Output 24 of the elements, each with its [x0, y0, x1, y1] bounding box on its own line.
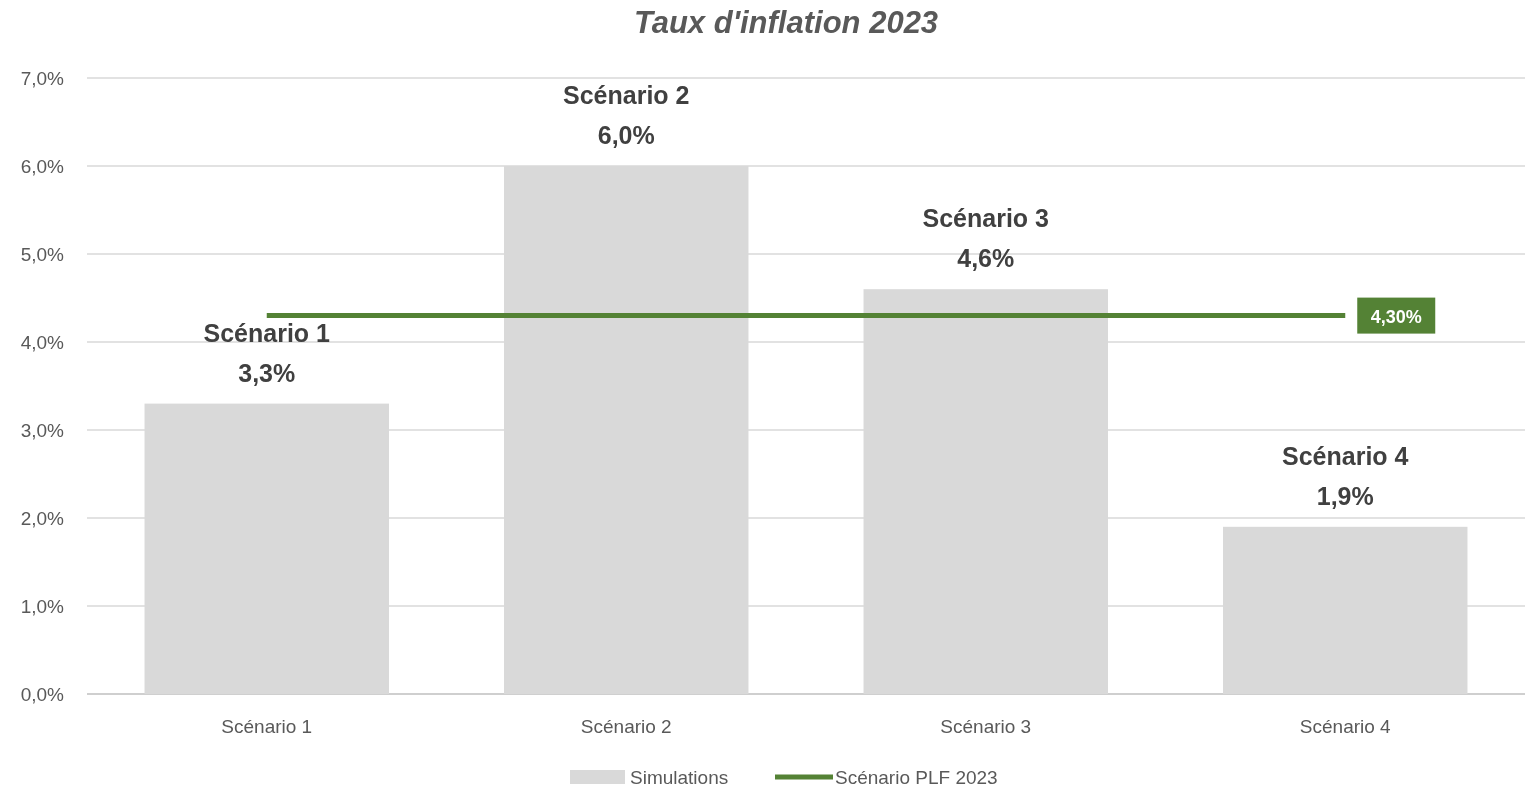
x-tick-label: Scénario 3 — [940, 716, 1032, 737]
category-label: Scénario 2 — [563, 81, 690, 109]
y-tick-label: 7,0% — [20, 68, 65, 89]
category-label: Scénario 1 — [203, 318, 330, 347]
y-tick-label: 6,0% — [20, 156, 65, 177]
y-tick-label: 4,0% — [20, 332, 65, 353]
data-label: 6,0% — [597, 121, 655, 149]
x-tick-label: Scénario 1 — [221, 716, 313, 737]
y-tick-label: 1,0% — [20, 596, 65, 617]
x-tick-label: Scénario 4 — [1299, 716, 1392, 737]
data-label: 4,6% — [957, 244, 1015, 273]
y-tick-label: 3,0% — [20, 420, 65, 441]
category-label: Scénario 4 — [1282, 441, 1409, 470]
legend-label: Scénario PLF 2023 — [835, 767, 998, 788]
category-label: Scénario 3 — [922, 204, 1049, 233]
y-tick-label: 2,0% — [20, 508, 65, 529]
data-label: 4,30% — [1370, 306, 1422, 327]
data-label: 3,3% — [238, 358, 296, 387]
data-label: 1,9% — [1316, 481, 1374, 510]
x-tick-label: Scénario 2 — [580, 716, 672, 737]
y-tick-label: 5,0% — [20, 244, 65, 265]
chart-title: Taux d'inflation 2023 — [633, 5, 939, 40]
legend-label: Simulations — [630, 767, 729, 788]
y-tick-label: 0,0% — [20, 684, 65, 705]
